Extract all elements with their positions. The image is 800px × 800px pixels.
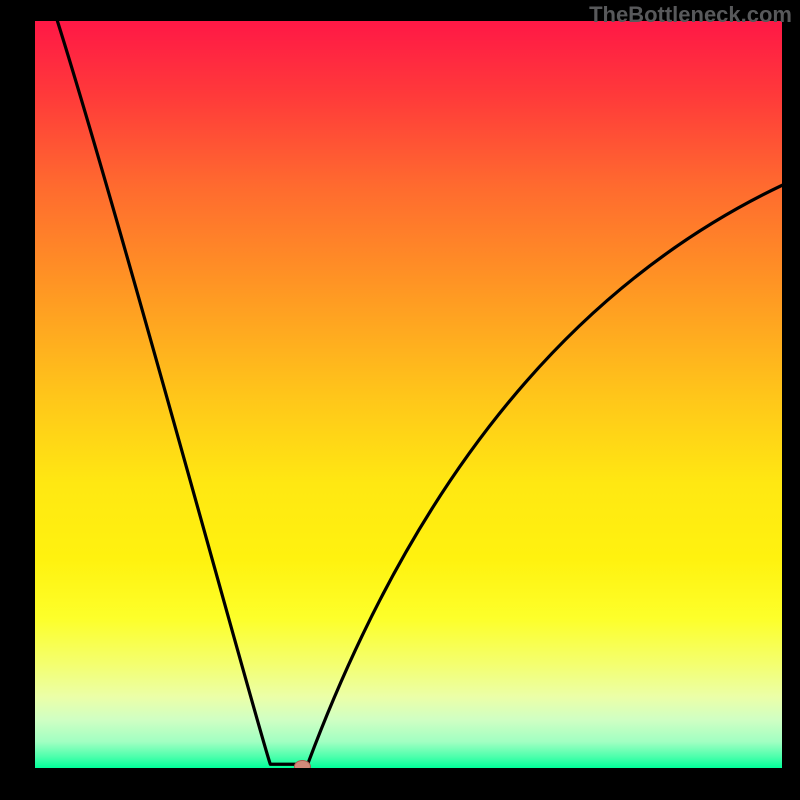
watermark-text: TheBottleneck.com	[589, 2, 792, 28]
gradient-background	[35, 21, 782, 768]
bottleneck-chart	[35, 21, 782, 768]
plot-area	[35, 21, 782, 768]
chart-container: TheBottleneck.com	[0, 0, 800, 800]
optimal-point-marker	[294, 761, 310, 768]
